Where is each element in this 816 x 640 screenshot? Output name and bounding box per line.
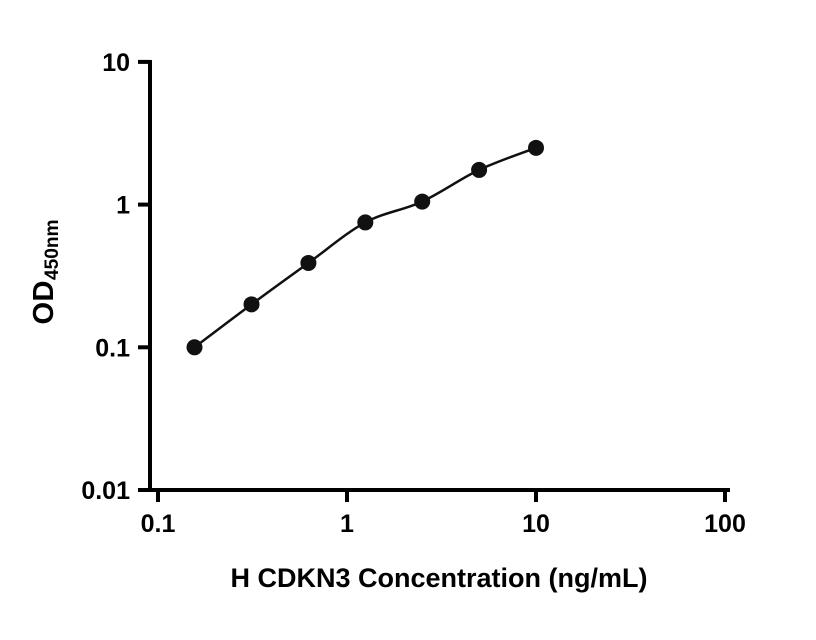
y-axis-title-subscript: 450nm bbox=[42, 219, 64, 281]
y-axis-title: OD450nm bbox=[28, 219, 64, 324]
x-axis-tick-label: 10 bbox=[522, 510, 550, 538]
y-axis-tick-label: 0.01 bbox=[81, 477, 130, 505]
x-axis-tick-label: 100 bbox=[704, 510, 746, 538]
data-point-marker bbox=[528, 139, 544, 156]
x-axis-title: H CDKN3 Concentration (ng/mL) bbox=[230, 563, 648, 593]
data-point-marker bbox=[300, 254, 317, 271]
data-point-marker bbox=[357, 214, 374, 231]
data-point-marker bbox=[243, 296, 260, 313]
y-axis-title-main: OD bbox=[27, 280, 60, 325]
y-axis-tick-label: 10 bbox=[102, 49, 130, 77]
axis-spines bbox=[148, 60, 730, 492]
data-point-marker bbox=[414, 193, 431, 210]
y-axis-tick-label: 1 bbox=[116, 192, 130, 220]
fit-curve bbox=[193, 146, 537, 349]
data-point-marker bbox=[186, 339, 203, 356]
x-axis-tick-label: 1 bbox=[340, 510, 354, 538]
y-axis-tick-label: 0.1 bbox=[95, 334, 130, 362]
x-axis-tick-label: 0.1 bbox=[141, 510, 176, 538]
data-point-marker bbox=[471, 161, 488, 178]
